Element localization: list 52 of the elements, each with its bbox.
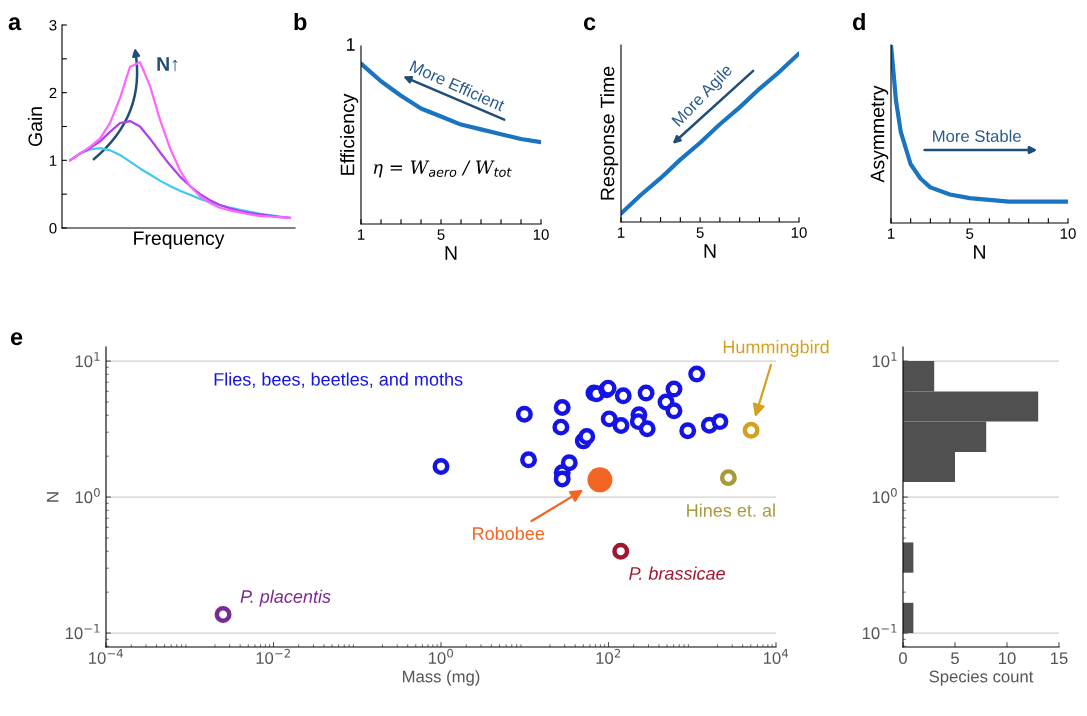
x-tick-label: 10$^{0}$ — [428, 648, 454, 664]
x-tick-label: 10 — [999, 652, 1016, 665]
x-tick-label: 10$^{2}$ — [596, 648, 621, 664]
x-tick-label: 10 — [791, 227, 807, 238]
y-tick-label: 10$^{−1}$ — [65, 624, 100, 640]
x-tick-label: 5 — [966, 228, 974, 239]
x-tick-label: 5 — [696, 227, 704, 238]
y-tick-label: 10$^{0}$ — [872, 487, 897, 504]
y-axis-title: Asymmetry — [870, 85, 889, 183]
y-tick-label: 10$^{1}$ — [75, 352, 100, 368]
x-tick-label: 10$^{−4}$ — [89, 648, 123, 664]
y-tick-label: 10$^{1}$ — [872, 352, 897, 368]
y-tick-label: 1 — [49, 155, 57, 166]
annotation: η = W$_{aero}$ / W$_{tot}$ — [373, 160, 512, 178]
annotation: More Stable — [933, 129, 1021, 143]
y-axis-title: Response Time — [600, 66, 619, 200]
text: Hummingbird — [723, 340, 829, 357]
y-axis-title: N — [46, 492, 59, 502]
text: a — [8, 17, 22, 31]
x-axis-title: N — [704, 244, 716, 258]
series-label: P. placentis — [240, 589, 331, 607]
y-tick-label: 3 — [49, 19, 57, 31]
x-axis-title: Mass (mg) — [403, 670, 480, 686]
x-tick-label: 10$^{4}$ — [763, 648, 789, 664]
x-axis-title: Species count — [929, 670, 1034, 686]
y-axis-title: Gain — [27, 107, 43, 147]
text: c — [583, 17, 596, 31]
x-tick-label: 1 — [357, 229, 365, 240]
text: 1 — [346, 38, 355, 51]
x-axis-title: N — [445, 246, 457, 260]
legend-label: Robobee — [473, 526, 545, 540]
annotation: N↑ — [157, 57, 178, 72]
text: e — [10, 332, 23, 346]
x-tick-label: 1 — [617, 227, 625, 238]
series-label: P. brassicae — [629, 566, 725, 580]
x-axis-title: Frequency — [134, 231, 225, 249]
y-tick-label: 10$^{0}$ — [75, 487, 100, 504]
x-tick-label: 10$^{−2}$ — [256, 648, 290, 664]
x-tick-label: 10 — [1060, 228, 1076, 239]
x-tick-label: 10 — [533, 229, 549, 240]
x-axis-title: N — [974, 245, 985, 259]
x-tick-label: 5 — [951, 652, 959, 665]
series-label: Hines et. al — [687, 503, 775, 517]
x-tick-label: 15 — [1051, 652, 1068, 665]
x-tick-label: 0 — [899, 652, 907, 665]
annotation: b — [294, 12, 307, 31]
x-tick-label: 5 — [437, 229, 445, 240]
y-tick-label: 10$^{−1}$ — [862, 624, 897, 640]
text: Flies, bees, beetles, and moths — [214, 372, 463, 388]
y-tick-label: 2 — [49, 87, 57, 99]
text: d — [852, 12, 865, 31]
y-axis-title: Efficiency — [340, 93, 359, 175]
